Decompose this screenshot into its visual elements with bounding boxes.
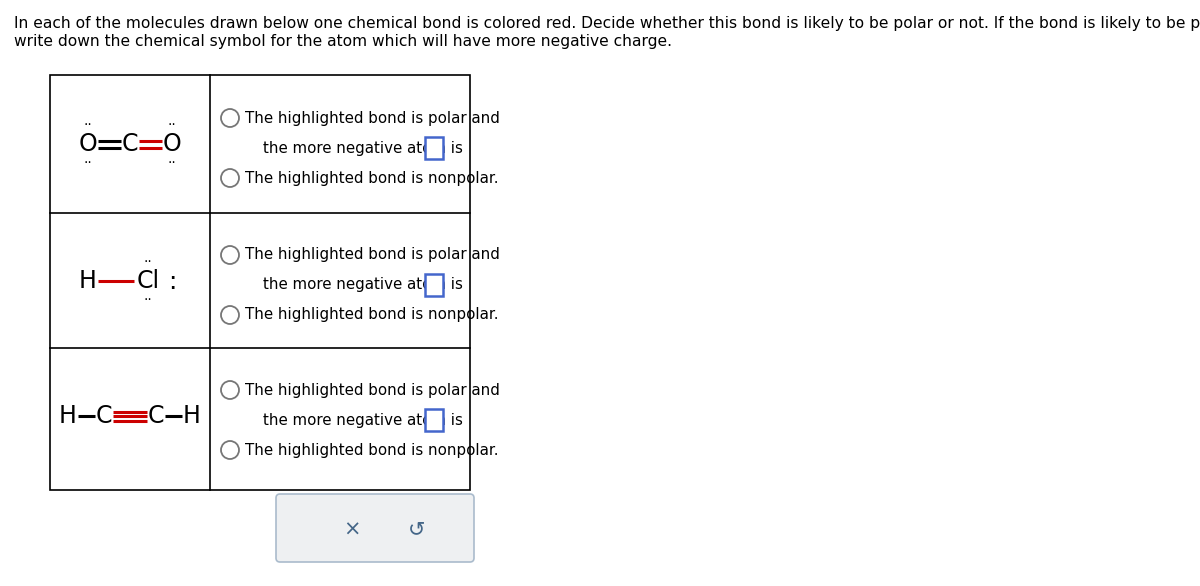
Text: ··: ·· — [168, 156, 176, 170]
Text: The highlighted bond is nonpolar.: The highlighted bond is nonpolar. — [245, 442, 498, 458]
FancyBboxPatch shape — [276, 494, 474, 562]
Text: C: C — [96, 404, 113, 428]
Text: The highlighted bond is polar and: The highlighted bond is polar and — [245, 111, 500, 125]
Text: H: H — [79, 269, 97, 293]
Text: C: C — [148, 404, 164, 428]
Text: H: H — [59, 404, 77, 428]
Bar — [50, 75, 470, 490]
Text: ··: ·· — [168, 118, 176, 132]
Text: In each of the molecules drawn below one chemical bond is colored red. Decide wh: In each of the molecules drawn below one… — [14, 16, 1200, 31]
Text: C: C — [121, 132, 138, 156]
Bar — [425, 274, 443, 296]
Text: Cl: Cl — [137, 269, 160, 293]
Text: the more negative atom is: the more negative atom is — [263, 278, 463, 292]
Text: ×: × — [343, 519, 361, 539]
Text: The highlighted bond is polar and: The highlighted bond is polar and — [245, 247, 500, 263]
Bar — [425, 137, 443, 159]
Text: write down the chemical symbol for the atom which will have more negative charge: write down the chemical symbol for the a… — [14, 34, 672, 49]
Text: The highlighted bond is polar and: The highlighted bond is polar and — [245, 383, 500, 397]
Text: the more negative atom is: the more negative atom is — [263, 141, 463, 155]
Text: O: O — [163, 132, 181, 156]
Text: the more negative atom is: the more negative atom is — [263, 413, 463, 428]
Text: ↺: ↺ — [408, 519, 426, 539]
Text: O: O — [79, 132, 97, 156]
Text: :: : — [168, 270, 176, 294]
Text: H: H — [184, 404, 200, 428]
Text: ··: ·· — [144, 255, 152, 269]
Text: The highlighted bond is nonpolar.: The highlighted bond is nonpolar. — [245, 171, 498, 186]
Bar — [425, 409, 443, 431]
Text: ··: ·· — [84, 118, 92, 132]
Text: ··: ·· — [144, 293, 152, 307]
Text: ··: ·· — [84, 156, 92, 170]
Text: The highlighted bond is nonpolar.: The highlighted bond is nonpolar. — [245, 308, 498, 322]
